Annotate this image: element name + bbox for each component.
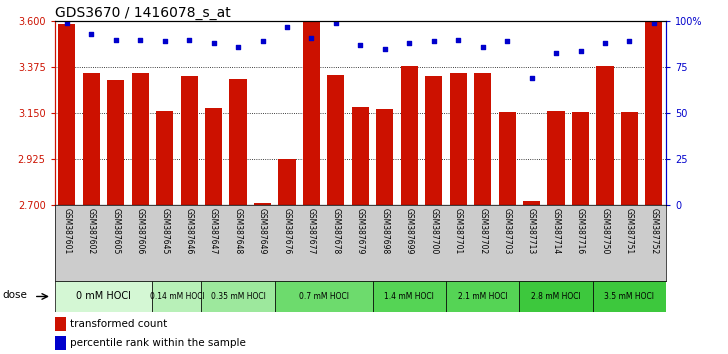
Bar [229,79,247,205]
Point [257,39,269,44]
Point [61,20,73,26]
Bar [55,281,152,312]
Bar [446,281,519,312]
Bar [547,111,565,205]
Bar [55,336,66,350]
Text: 0 mM HOCl: 0 mM HOCl [76,291,131,302]
Bar [645,22,662,205]
Point [403,40,415,46]
Bar [593,281,666,312]
Text: 0.7 mM HOCl: 0.7 mM HOCl [298,292,349,301]
Bar [58,24,76,205]
Text: GSM387714: GSM387714 [552,207,561,254]
Text: 2.8 mM HOCl: 2.8 mM HOCl [531,292,581,301]
Bar [202,281,274,312]
Text: 3.5 mM HOCl: 3.5 mM HOCl [604,292,654,301]
Text: GSM387649: GSM387649 [258,207,267,254]
Text: GSM387678: GSM387678 [331,207,341,254]
Point [428,39,440,44]
Point [207,40,219,46]
Text: GSM387701: GSM387701 [454,207,463,254]
Bar [205,108,222,205]
Text: GSM387676: GSM387676 [282,207,291,254]
Point [574,48,586,53]
Point [648,20,660,26]
Bar [474,73,491,205]
Text: GSM387602: GSM387602 [87,207,96,254]
Text: GSM387679: GSM387679 [356,207,365,254]
Text: GDS3670 / 1416078_s_at: GDS3670 / 1416078_s_at [55,6,230,20]
Text: GSM387605: GSM387605 [111,207,120,254]
Point [281,24,293,30]
Text: 2.1 mM HOCl: 2.1 mM HOCl [458,292,507,301]
Bar [156,111,173,205]
Bar [523,201,540,205]
Text: GSM387645: GSM387645 [160,207,169,254]
Text: GSM387648: GSM387648 [234,207,242,254]
Text: GSM387752: GSM387752 [649,207,658,254]
Bar [572,112,589,205]
Text: 0.14 mM HOCl: 0.14 mM HOCl [149,292,205,301]
Text: GSM387700: GSM387700 [430,207,438,254]
Text: GSM387702: GSM387702 [478,207,487,254]
Text: GSM387750: GSM387750 [601,207,609,254]
Bar [373,281,446,312]
Text: GSM387698: GSM387698 [380,207,389,254]
Text: dose: dose [3,290,28,300]
Text: 1.4 mM HOCl: 1.4 mM HOCl [384,292,434,301]
Bar [425,76,443,205]
Bar [132,73,149,205]
Text: GSM387646: GSM387646 [185,207,194,254]
Point [135,37,146,42]
Bar [303,22,320,205]
Bar [596,66,614,205]
Point [452,37,464,42]
Bar [400,66,418,205]
Point [85,31,97,37]
Text: GSM387601: GSM387601 [63,207,71,254]
Point [599,40,611,46]
Point [306,35,317,41]
Bar [450,73,467,205]
Text: GSM387647: GSM387647 [209,207,218,254]
Point [232,44,244,50]
Bar [254,203,271,205]
Bar [328,75,344,205]
Point [550,50,562,55]
Bar [181,76,198,205]
Bar [621,112,638,205]
Point [502,39,513,44]
Text: GSM387751: GSM387751 [625,207,634,254]
Point [355,42,366,48]
Point [110,37,122,42]
Text: GSM387713: GSM387713 [527,207,536,254]
Bar [499,112,515,205]
Bar [352,107,369,205]
Bar [278,159,296,205]
Text: GSM387606: GSM387606 [135,207,145,254]
Bar [519,281,593,312]
Text: 0.35 mM HOCl: 0.35 mM HOCl [210,292,266,301]
Bar [83,73,100,205]
Text: percentile rank within the sample: percentile rank within the sample [70,338,246,348]
Text: transformed count: transformed count [70,319,167,329]
Point [330,20,341,26]
Text: GSM387699: GSM387699 [405,207,414,254]
Point [159,39,170,44]
Point [183,37,195,42]
Point [379,46,391,52]
Point [477,44,488,50]
Text: GSM387716: GSM387716 [576,207,585,254]
Text: GSM387677: GSM387677 [307,207,316,254]
Bar [55,317,66,331]
Bar [152,281,202,312]
Text: GSM387703: GSM387703 [502,207,512,254]
Bar [376,109,393,205]
Point [526,75,537,81]
Point [624,39,636,44]
Bar [274,281,373,312]
Bar [107,80,124,205]
